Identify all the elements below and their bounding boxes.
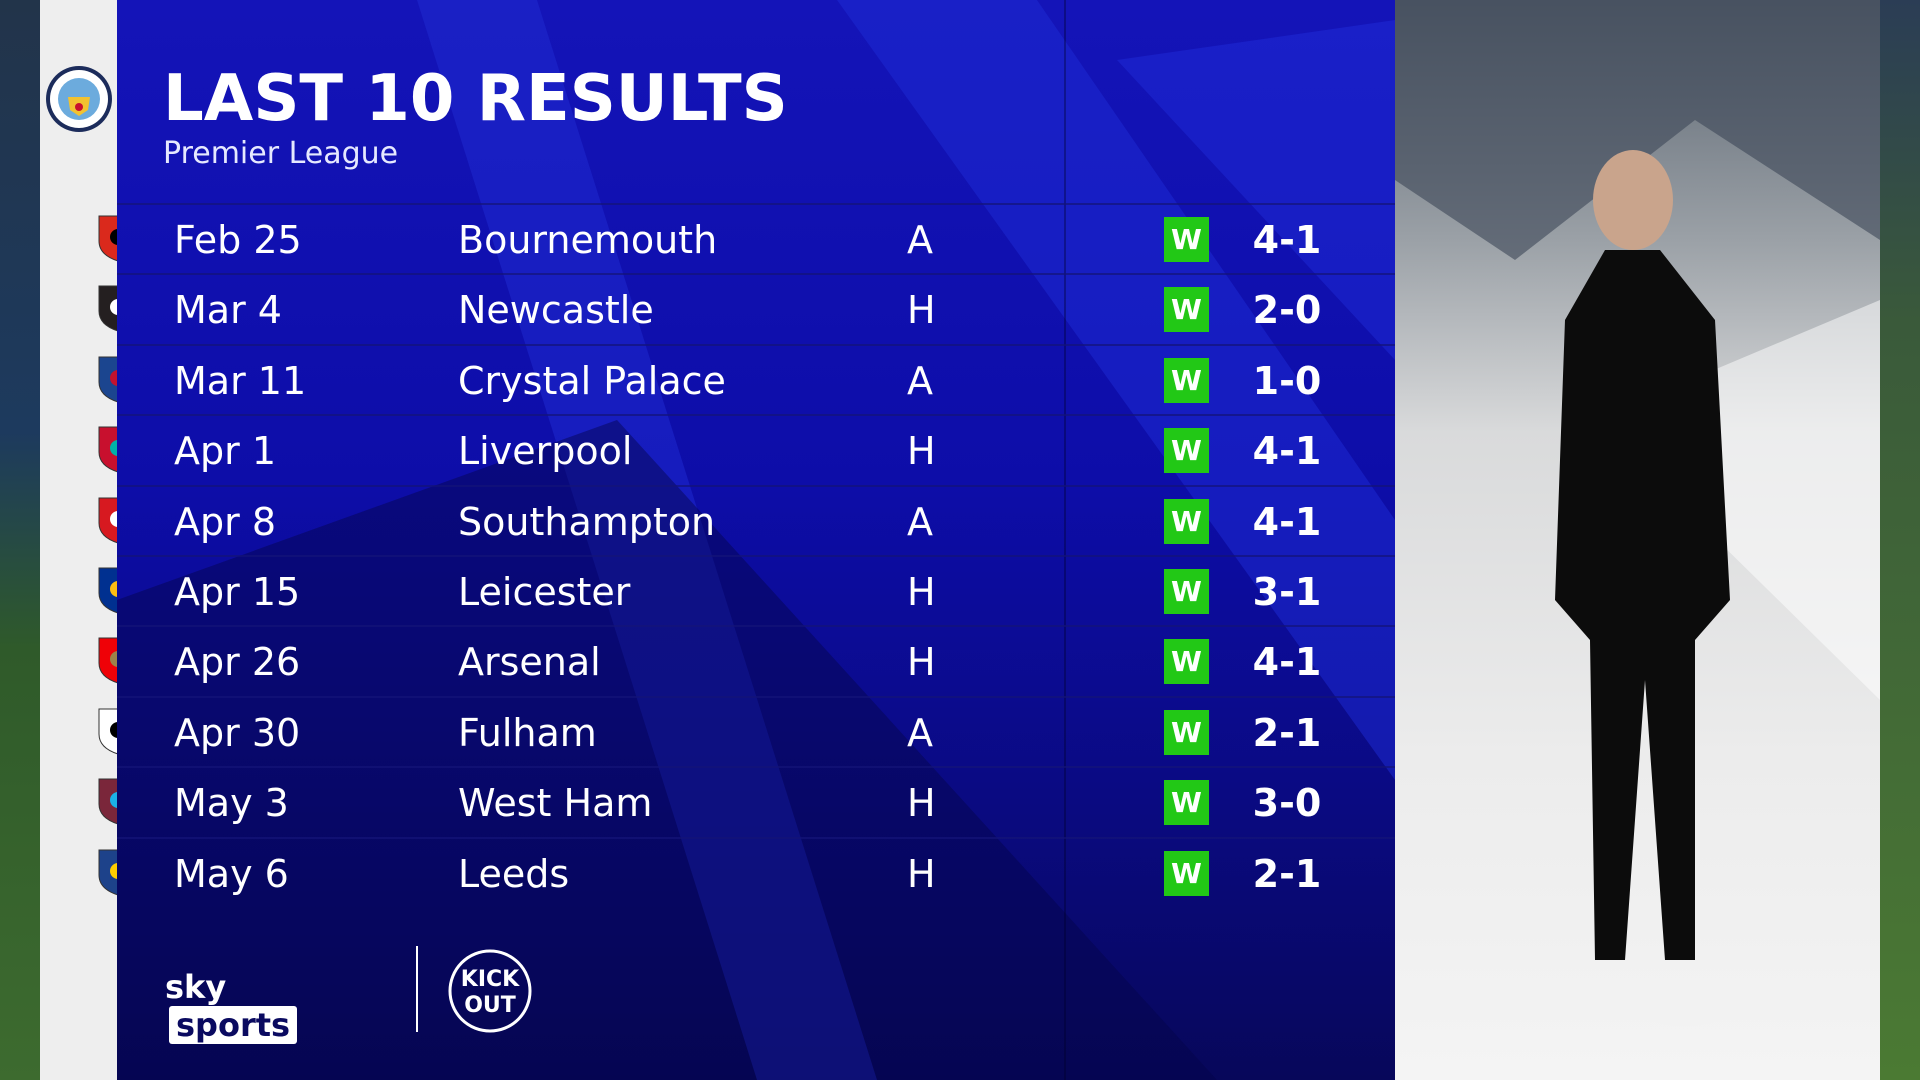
venue: A xyxy=(907,358,933,403)
match-score: 2-0 xyxy=(1252,288,1322,333)
result-row: Apr 8 Southampton A W 4-1 xyxy=(117,484,1395,557)
manchester-city-crest-icon xyxy=(46,66,112,132)
match-score: 4-1 xyxy=(1252,499,1322,544)
result-badge: W xyxy=(1164,498,1209,544)
result-row: Apr 1 Liverpool H W 4-1 xyxy=(117,414,1395,486)
match-score: 4-1 xyxy=(1252,429,1322,474)
match-date: Mar 4 xyxy=(174,288,282,333)
kick-it-out-logo-icon: KICK OUT xyxy=(448,949,532,1033)
result-row: Apr 30 Fulham A W 2-1 xyxy=(117,695,1395,768)
match-date: Apr 1 xyxy=(174,429,276,474)
stadium-background-left xyxy=(0,0,40,1080)
background-stripes xyxy=(117,0,1395,1080)
result-row: May 3 West Ham H W 3-0 xyxy=(117,766,1395,838)
opponent-name: Leeds xyxy=(458,851,570,896)
page-title: LAST 10 RESULTS xyxy=(163,62,788,136)
manager-figure xyxy=(1395,0,1880,1026)
result-row: Mar 4 Newcastle H W 2-0 xyxy=(117,273,1395,345)
result-row: Feb 25 Bournemouth A W 4-1 xyxy=(117,203,1395,275)
result-badge: W xyxy=(1164,287,1209,333)
match-date: Apr 30 xyxy=(174,710,301,755)
match-date: Apr 8 xyxy=(174,499,276,544)
venue: A xyxy=(907,499,933,544)
result-badge: W xyxy=(1164,850,1209,896)
venue: H xyxy=(907,288,936,333)
crest-column xyxy=(40,0,138,1080)
result-badge: W xyxy=(1164,357,1209,403)
match-score: 4-1 xyxy=(1252,640,1322,685)
match-date: Feb 25 xyxy=(174,218,302,262)
venue: H xyxy=(907,570,936,614)
manager-photo xyxy=(1395,0,1880,1080)
opponent-name: Newcastle xyxy=(458,288,654,333)
match-date: Apr 15 xyxy=(174,570,301,614)
opponent-name: Southampton xyxy=(458,499,716,544)
match-score: 2-1 xyxy=(1252,710,1322,755)
svg-text:KICK: KICK xyxy=(461,967,520,992)
result-badge: W xyxy=(1164,428,1209,474)
result-row: Mar 11 Crystal Palace A W 1-0 xyxy=(117,343,1395,416)
result-badge: W xyxy=(1164,709,1209,755)
match-score: 3-1 xyxy=(1252,570,1322,614)
match-score: 1-0 xyxy=(1252,358,1322,403)
opponent-name: Bournemouth xyxy=(458,218,718,262)
opponent-name: Crystal Palace xyxy=(458,358,726,403)
result-badge: W xyxy=(1164,217,1209,262)
opponent-name: West Ham xyxy=(458,781,653,826)
result-badge: W xyxy=(1164,780,1209,826)
column-divider xyxy=(1064,0,1066,1080)
result-row: Apr 26 Arsenal H W 4-1 xyxy=(117,625,1395,697)
result-row: May 6 Leeds H W 2-1 xyxy=(117,836,1395,909)
venue: A xyxy=(907,710,933,755)
opponent-name: Fulham xyxy=(458,710,597,755)
venue: A xyxy=(907,218,933,262)
opponent-name: Leicester xyxy=(458,570,631,614)
result-badge: W xyxy=(1164,639,1209,685)
match-score: 4-1 xyxy=(1252,218,1322,262)
match-date: Apr 26 xyxy=(174,640,301,685)
result-row: Apr 15 Leicester H W 3-1 xyxy=(117,555,1395,627)
logo-divider xyxy=(416,946,418,1032)
venue: H xyxy=(907,851,936,896)
match-score: 2-1 xyxy=(1252,851,1322,896)
match-date: May 3 xyxy=(174,781,289,826)
results-panel: LAST 10 RESULTS Premier League Feb 25 Bo… xyxy=(117,0,1395,1080)
stadium-background-right xyxy=(1880,0,1920,1080)
sky-logo-text: sky xyxy=(165,968,227,1006)
venue: H xyxy=(907,640,936,685)
venue: H xyxy=(907,781,936,826)
sky-sports-logo: skysports xyxy=(165,968,298,1044)
opponent-name: Arsenal xyxy=(458,640,601,685)
match-date: May 6 xyxy=(174,851,289,896)
venue: H xyxy=(907,429,936,474)
match-date: Mar 11 xyxy=(174,358,307,403)
opponent-name: Liverpool xyxy=(458,429,633,474)
svg-text:OUT: OUT xyxy=(464,993,516,1018)
result-badge: W xyxy=(1164,569,1209,614)
sports-logo-text: sports xyxy=(169,1006,298,1044)
match-score: 3-0 xyxy=(1252,781,1322,826)
competition-subtitle: Premier League xyxy=(163,136,399,171)
